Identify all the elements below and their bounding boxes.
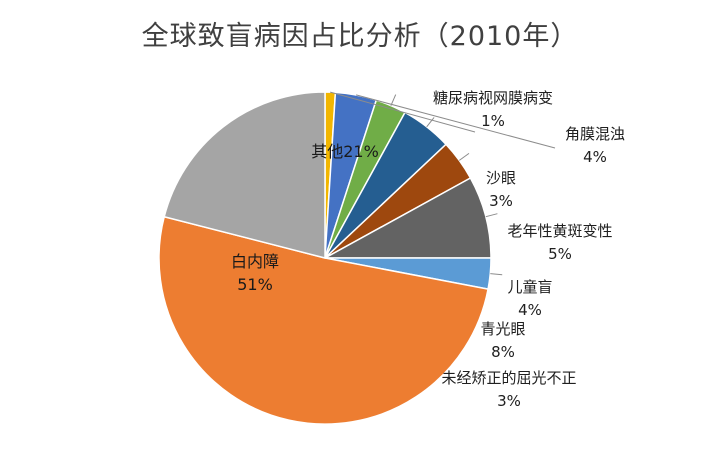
slice-label-6: 青光眼 bbox=[480, 320, 525, 338]
slice-label-5: 4% bbox=[518, 301, 542, 319]
slice-label-8: 白内障 bbox=[231, 252, 279, 271]
slice-label-7: 未经矫正的屈光不正 bbox=[441, 369, 576, 387]
pie-slice-9 bbox=[163, 91, 326, 259]
leader-line-7 bbox=[490, 273, 503, 276]
slice-label-2: 4% bbox=[583, 148, 607, 166]
leader-line-3 bbox=[390, 94, 397, 106]
chart-title: 全球致盲病因占比分析（2010年） bbox=[141, 21, 579, 52]
slice-label-6: 8% bbox=[491, 343, 515, 361]
slice-label-1: 糖尿病视网膜病变 bbox=[433, 89, 553, 107]
slice-label-1: 1% bbox=[481, 112, 505, 130]
leader-line-6 bbox=[485, 213, 498, 218]
leader-line-4 bbox=[426, 117, 435, 128]
slice-label-7: 3% bbox=[497, 392, 521, 410]
slice-label-4: 5% bbox=[548, 245, 572, 263]
leader-line-2 bbox=[355, 94, 556, 149]
slice-label-5: 儿童盲 bbox=[507, 278, 552, 296]
slice-label-2: 角膜混浊 bbox=[565, 125, 625, 143]
slice-label-4: 老年性黄斑变性 bbox=[507, 222, 612, 240]
leader-line-1 bbox=[330, 91, 476, 133]
slice-label-3: 沙眼 bbox=[486, 169, 516, 187]
slice-label-8: 51% bbox=[237, 275, 273, 294]
leader-line-5 bbox=[459, 152, 470, 161]
slice-label-3: 3% bbox=[489, 192, 513, 210]
slice-label-9: 其他21% bbox=[311, 142, 379, 161]
pie-slice-8 bbox=[158, 215, 489, 425]
